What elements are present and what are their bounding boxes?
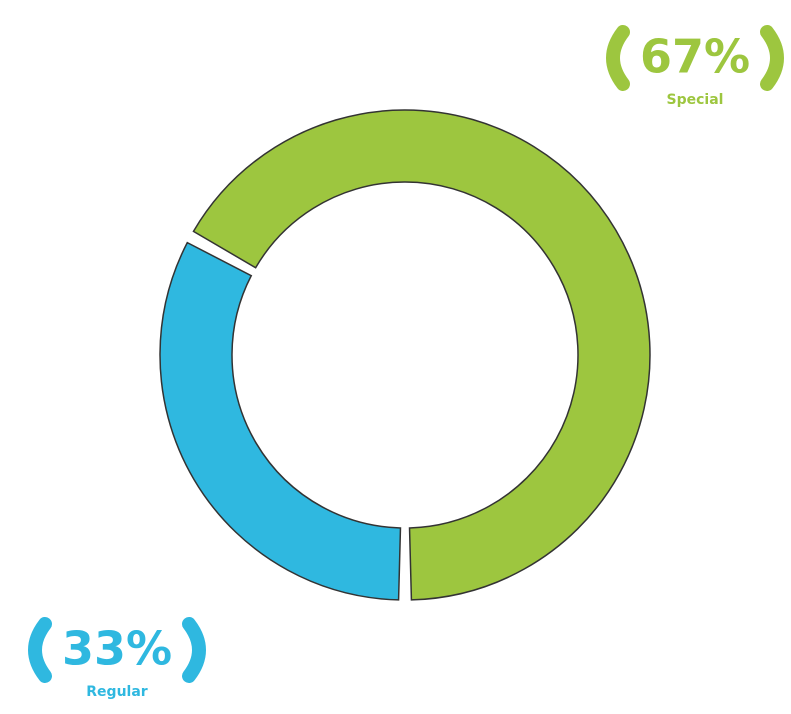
value-label: 67% xyxy=(640,30,750,84)
bracket xyxy=(182,617,206,683)
bracket xyxy=(606,25,630,91)
donut-segment xyxy=(159,241,402,601)
value-label: 33% xyxy=(62,622,172,676)
bracket xyxy=(28,617,52,683)
category-label: Regular xyxy=(86,684,148,700)
bracket xyxy=(760,25,784,91)
category-label: Special xyxy=(667,92,724,108)
donut-segment xyxy=(192,109,651,601)
